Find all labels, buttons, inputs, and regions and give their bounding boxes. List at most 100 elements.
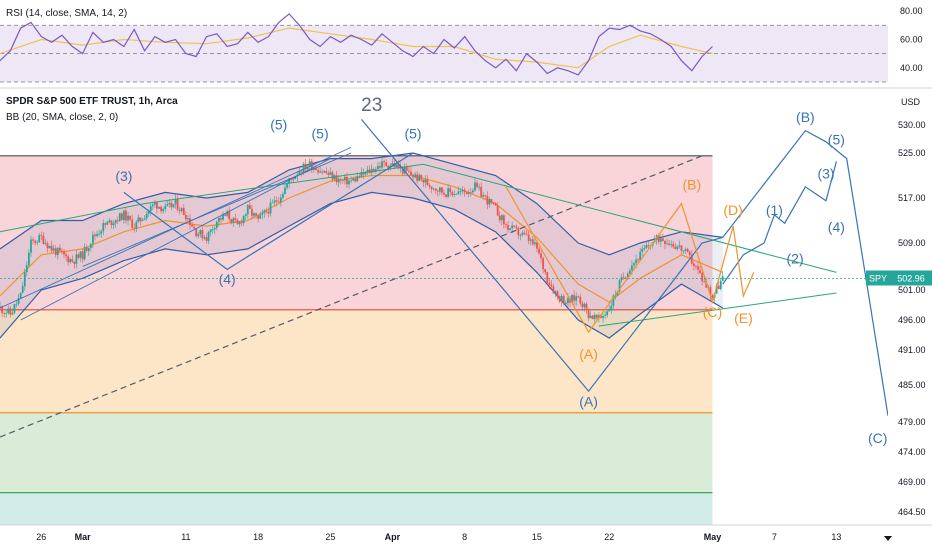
candle-body [542, 258, 545, 269]
candle-body [271, 202, 274, 204]
candle-body [686, 249, 689, 252]
candle-body [269, 202, 272, 214]
bb-lower-line [0, 191, 724, 339]
bb-upper-line [0, 152, 723, 256]
candle-body [92, 234, 94, 244]
candle-body [277, 201, 280, 203]
candle-body [337, 179, 340, 183]
time-tick-label: Apr [385, 532, 401, 542]
candle-body [294, 176, 297, 180]
candle-body [7, 308, 10, 314]
candle-body [480, 186, 483, 197]
candle-body [666, 243, 668, 245]
candle-body [215, 221, 218, 228]
candle-body [120, 213, 123, 221]
candle-body [228, 211, 231, 220]
candle-body [19, 292, 22, 299]
candle-body [118, 213, 121, 222]
candle-body [360, 172, 363, 178]
candle-body [505, 224, 507, 226]
candle-body [552, 286, 555, 294]
candle-body [699, 269, 701, 274]
candle-body [449, 188, 452, 192]
candle-body [457, 191, 460, 195]
candle-body [15, 303, 18, 305]
candle-body [515, 226, 518, 229]
dashed-trendline [0, 155, 703, 438]
candle-body [674, 246, 677, 249]
candle-body [168, 202, 171, 205]
candle-body [507, 225, 509, 230]
price-tick-label: 530.00 [898, 120, 926, 130]
candle-body [697, 266, 699, 270]
candle-body [69, 259, 72, 263]
candle-body [199, 230, 202, 235]
candle-body [622, 277, 625, 279]
candle-body [682, 250, 685, 252]
candle-body [222, 214, 224, 220]
candle-body [308, 161, 311, 167]
candle-body [341, 180, 344, 181]
candle-body [197, 234, 200, 237]
candle-body [205, 237, 208, 241]
candle-body [387, 165, 390, 169]
candle-body [517, 228, 520, 236]
candle-body [465, 192, 468, 195]
rsi-tick-label: 40.00 [900, 63, 923, 73]
candle-body [77, 254, 80, 258]
candle-body [571, 295, 573, 303]
candle-body [385, 162, 388, 166]
candle-body [407, 170, 410, 172]
candle-body [379, 166, 381, 168]
wave-label: (5) [312, 125, 329, 141]
candle-body [581, 303, 584, 308]
candle-body [71, 259, 74, 262]
wave-label: (C) [868, 430, 887, 446]
candle-body [191, 224, 193, 227]
wave-label: (5) [828, 132, 845, 148]
candle-body [500, 215, 503, 221]
candle-body [591, 315, 594, 320]
candle-body [536, 242, 538, 249]
symbol-legend[interactable]: SPDR S&P 500 ETF TRUST, 1h, Arca [6, 96, 178, 107]
bb-legend[interactable]: BB (20, SMA, close, 2, 0) [6, 112, 119, 123]
candle-body [346, 176, 348, 185]
candle-body [482, 195, 485, 197]
candle-body [519, 234, 522, 236]
candle-body [131, 219, 134, 228]
candle-body [259, 214, 262, 219]
candle-body [98, 233, 101, 235]
candle-body [123, 210, 125, 221]
wave-label: (3) [817, 165, 834, 181]
candle-body [600, 315, 602, 318]
candle-body [333, 175, 336, 180]
candle-body [606, 311, 609, 316]
candle-body [213, 227, 216, 230]
candle-body [240, 221, 243, 224]
wave-label: (5) [270, 116, 287, 132]
candle-body [327, 173, 330, 175]
candle-body [5, 313, 8, 314]
candle-body [463, 189, 466, 193]
candle-body [635, 259, 637, 264]
candle-body [447, 188, 450, 197]
candle-body [335, 175, 338, 183]
candle-body [1, 306, 3, 314]
time-tick-label: 7 [772, 532, 777, 542]
candle-body [323, 171, 326, 173]
candle-body [265, 210, 268, 212]
candle-body [709, 287, 712, 296]
symbol-title: SPDR S&P 500 ETF TRUST, 1h, Arca [6, 96, 178, 107]
candle-body [73, 261, 76, 264]
candle-body [684, 249, 687, 251]
candle-body [405, 167, 408, 171]
candle-body [695, 265, 697, 267]
candle-body [304, 163, 307, 170]
candle-body [172, 204, 175, 208]
candle-body [104, 223, 107, 225]
rsi-legend[interactable]: RSI (14, close, SMA, 14, 2) [6, 8, 128, 19]
candle-body [44, 243, 47, 244]
candle-body [257, 215, 260, 219]
candle-body [502, 215, 505, 225]
